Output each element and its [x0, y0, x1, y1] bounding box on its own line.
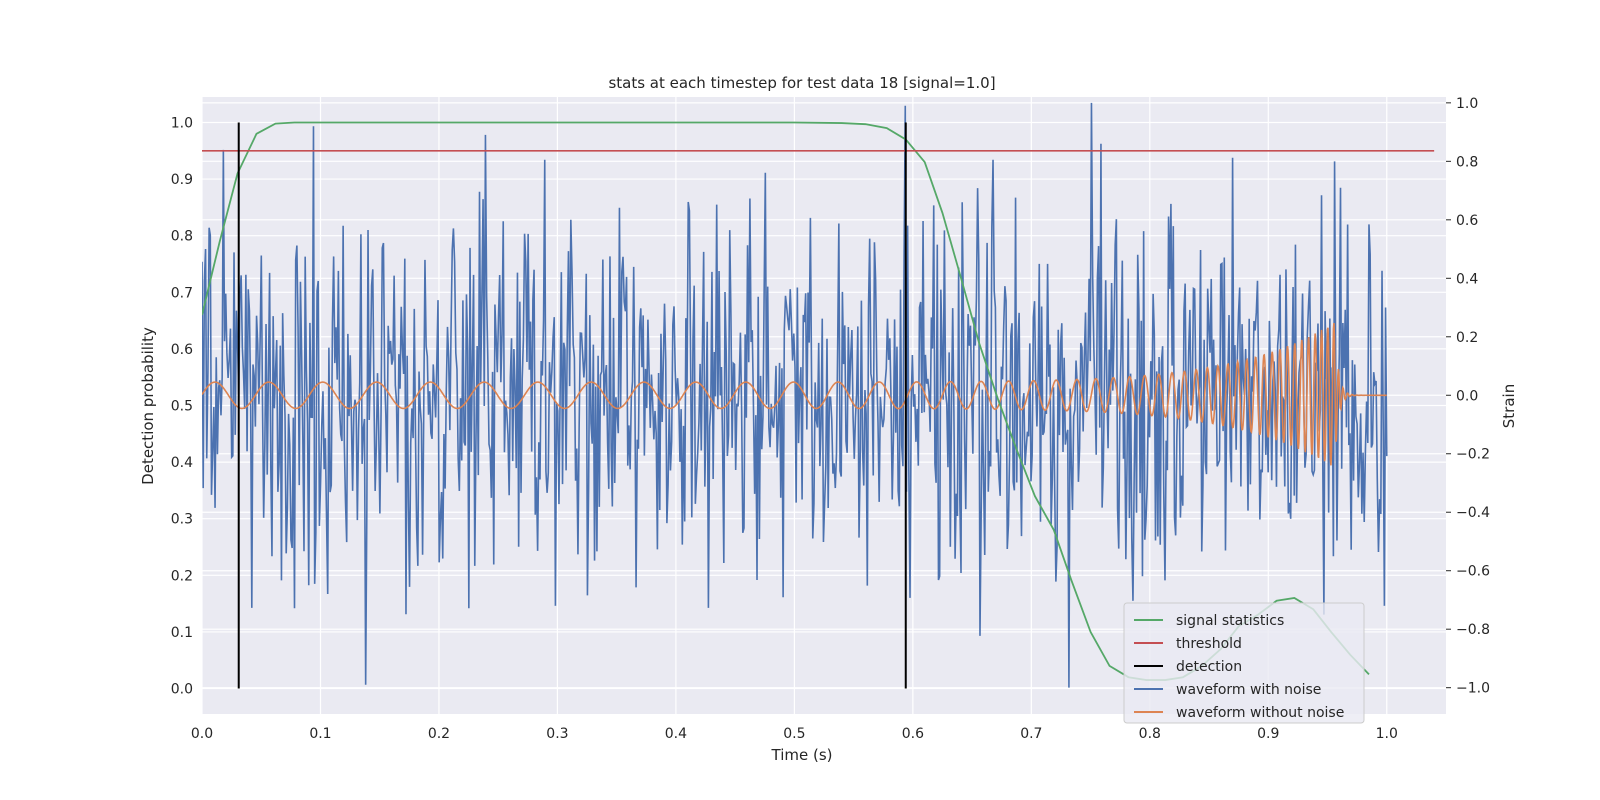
series-waveform-without-noise [202, 322, 1387, 466]
x-tick-label: 0.5 [783, 726, 805, 742]
right-tick-label: 0.0 [1456, 388, 1478, 404]
right-tick-label: −0.2 [1456, 447, 1490, 463]
right-tick-label: −0.4 [1456, 505, 1490, 521]
right-tick-label: 0.2 [1456, 330, 1478, 346]
right-tick-label: −1.0 [1456, 681, 1490, 697]
x-tick-label: 0.0 [191, 726, 213, 742]
right-tick-label: 0.8 [1456, 154, 1478, 170]
legend-box [1123, 602, 1365, 724]
x-tick-label: 0.8 [1139, 726, 1161, 742]
y-tick-label: 0.7 [171, 285, 193, 301]
right-tick-label: −0.6 [1456, 564, 1490, 580]
x-tick-label: 0.1 [309, 726, 331, 742]
y-tick-label: 0.4 [171, 455, 193, 471]
x-tick-label: 0.2 [428, 726, 450, 742]
legend: signal statistics threshold detection wavef… [1123, 602, 1365, 724]
legend-entry: signal statistics [1176, 613, 1284, 629]
y-tick-label: 0.9 [171, 172, 193, 188]
right-axis-ticks: −1.0 −0.8 −0.6 −0.4 −0.2 0.0 0.2 0.4 0.6 0.8 1.0 [1446, 96, 1490, 697]
right-tick-label: 1.0 [1456, 96, 1478, 112]
series-layer [202, 102, 1435, 689]
x-tick-label: 0.9 [1257, 726, 1279, 742]
y-axis-label: Detection probability [139, 327, 157, 485]
x-tick-label: 0.3 [546, 726, 568, 742]
y-tick-label: 0.3 [171, 512, 193, 528]
y-tick-label: 0.2 [171, 568, 193, 584]
legend-entry: waveform with noise [1176, 682, 1321, 698]
y-axis-ticks: 0.0 0.1 0.2 0.3 0.4 0.5 0.6 0.7 0.8 0.9 1.0 [171, 115, 193, 697]
legend-entry: threshold [1176, 636, 1242, 652]
x-tick-label: 1.0 [1376, 726, 1398, 742]
y-tick-label: 1.0 [171, 115, 193, 131]
right-axis-label: Strain [1500, 384, 1518, 428]
x-axis-ticks: 0.0 0.1 0.2 0.3 0.4 0.5 0.6 0.7 0.8 0.9 1.0 [191, 726, 1398, 742]
legend-entry: waveform without noise [1176, 705, 1344, 721]
right-tick-label: 0.6 [1456, 213, 1478, 229]
y-tick-label: 0.1 [171, 625, 193, 641]
legend-entry: detection [1176, 659, 1242, 675]
x-tick-label: 0.4 [665, 726, 687, 742]
y-tick-label: 0.6 [171, 342, 193, 358]
series-waveform-with-noise [202, 102, 1388, 688]
x-tick-label: 0.6 [902, 726, 924, 742]
chart-title: stats at each timestep for test data 18 … [608, 74, 995, 92]
y-tick-label: 0.0 [171, 682, 193, 698]
right-tick-label: 0.4 [1456, 271, 1478, 287]
right-tick-label: −0.8 [1456, 622, 1490, 638]
y-tick-label: 0.8 [171, 229, 193, 245]
x-axis-label: Time (s) [771, 746, 833, 764]
y-tick-label: 0.5 [171, 399, 193, 415]
x-tick-label: 0.7 [1020, 726, 1042, 742]
